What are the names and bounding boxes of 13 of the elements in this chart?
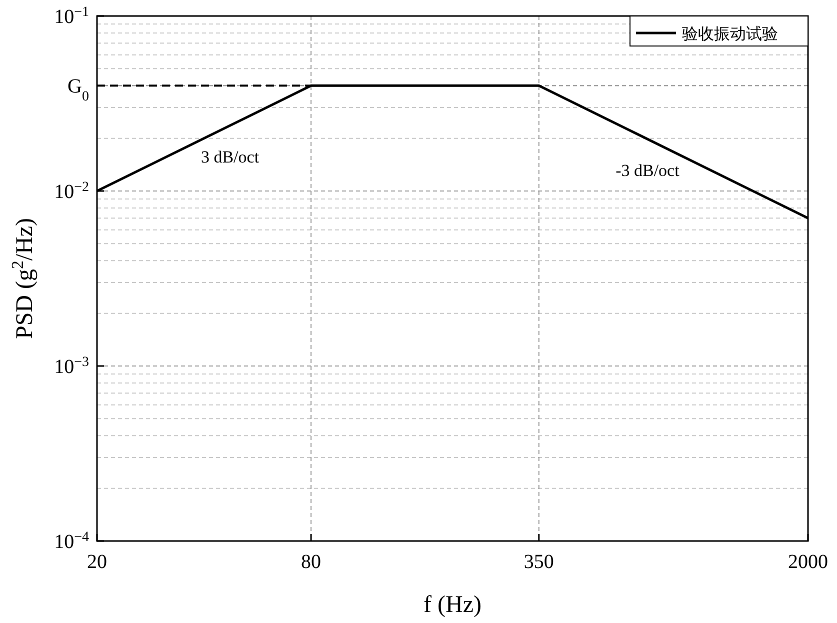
x-axis-title: f (Hz) <box>424 592 482 618</box>
annotation: 3 dB/oct <box>200 147 260 166</box>
legend-label: 验收振动试验 <box>682 25 778 43</box>
y-tick-label: 10$^{−4}$ <box>54 530 89 553</box>
y-tick-label: 10$^{−1}$ <box>54 4 89 28</box>
y-tick-label: G$_{0}$ <box>68 76 89 104</box>
x-tick-label: 20 <box>87 551 107 573</box>
x-tick-label: 350 <box>524 551 554 573</box>
x-tick-label: 80 <box>301 551 322 573</box>
y-tick-label: 10$^{−3}$ <box>54 354 89 378</box>
y-tick-label: 10$^{−2}$ <box>54 180 89 203</box>
annotation: -3 dB/oct <box>616 160 680 180</box>
x-tick-label: 2000 <box>788 551 828 573</box>
